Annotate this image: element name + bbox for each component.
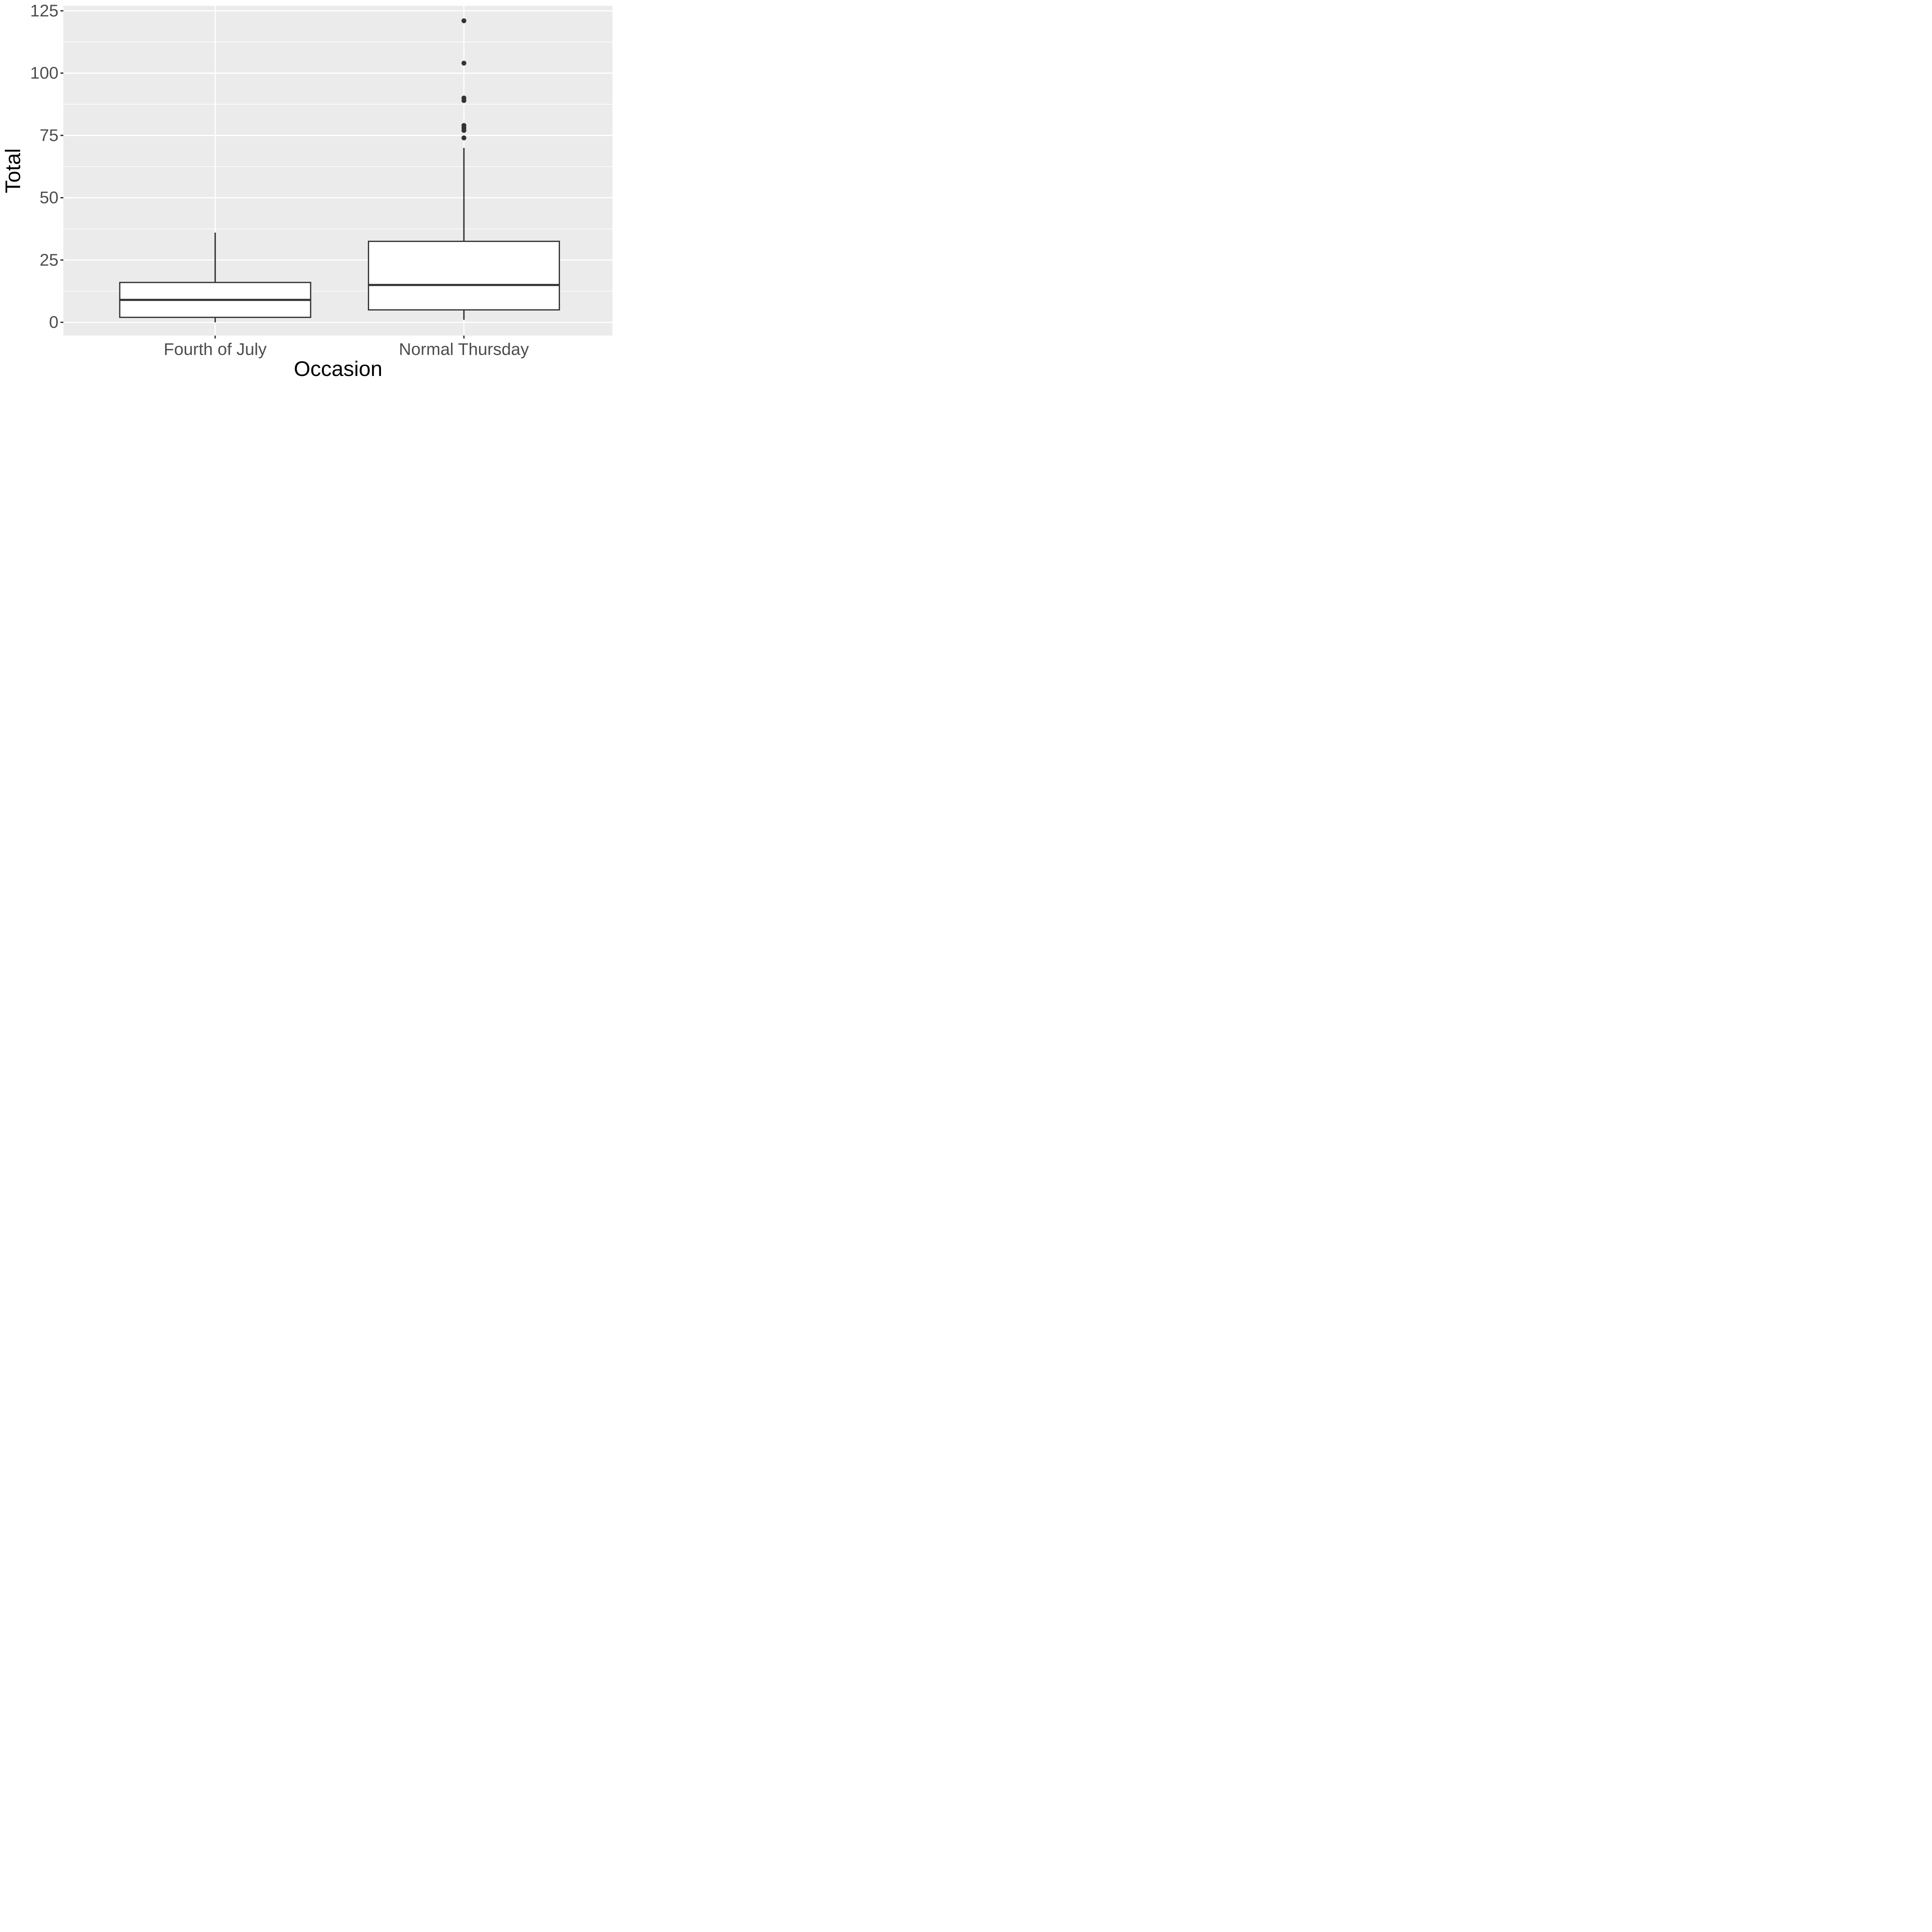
chart-layer: 0 25 50 75 100 125 Fourth of July Normal Thursd…	[30, 1, 612, 359]
y-tick-label: 75	[39, 126, 58, 145]
outlier-point-normal-thursday	[461, 18, 466, 24]
boxplot-figure: 0 25 50 75 100 125 Fourth of July Normal Thursd…	[0, 0, 618, 386]
y-tick-label: 0	[49, 313, 58, 332]
outlier-point-normal-thursday	[461, 123, 466, 128]
y-tick-label: 125	[30, 1, 58, 20]
y-tick-label: 25	[39, 250, 58, 269]
y-axis-title: Total	[1, 148, 25, 193]
y-tick-label: 50	[39, 188, 58, 207]
boxplot-svg: 0 25 50 75 100 125 Fourth of July Normal Thursd…	[1, 1, 612, 381]
x-category-label: Normal Thursday	[399, 340, 529, 359]
x-category-label: Fourth of July	[164, 340, 267, 359]
outlier-point-normal-thursday	[461, 135, 466, 141]
outlier-point-normal-thursday	[461, 61, 466, 66]
outlier-point-normal-thursday	[461, 95, 466, 100]
x-axis-title: Occasion	[294, 357, 382, 381]
box-normal-thursday	[367, 240, 560, 311]
y-tick-label: 100	[30, 64, 58, 83]
